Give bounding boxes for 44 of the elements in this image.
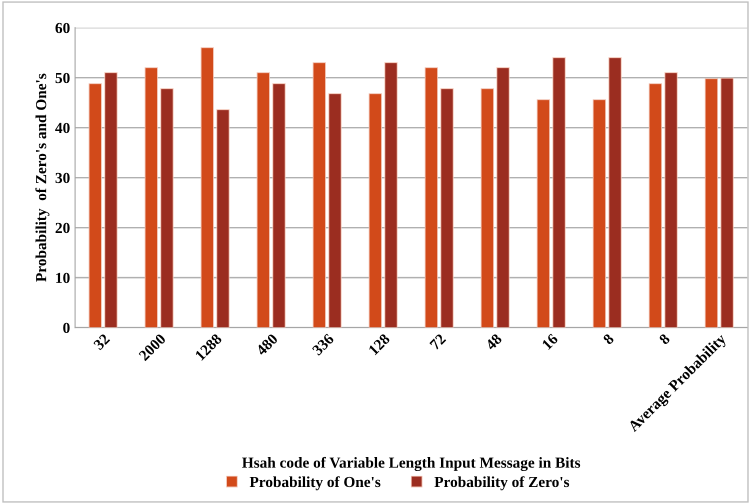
bar [384, 62, 398, 328]
y-tick-label: 40 [55, 122, 70, 134]
bar [160, 88, 174, 328]
bar [328, 93, 342, 328]
bar [312, 62, 326, 328]
bar [144, 67, 158, 328]
y-tick-label: 20 [56, 222, 70, 234]
bar [592, 99, 606, 328]
y-tick-label: 10 [56, 272, 70, 284]
bar [216, 109, 230, 328]
bar [664, 72, 678, 328]
bar [104, 72, 118, 328]
y-tick-label: 30 [56, 172, 70, 184]
bar [536, 99, 550, 328]
bar [720, 78, 734, 328]
x-tick-label: 128 [368, 333, 390, 356]
x-tick-label: 72 [429, 333, 446, 350]
bar [272, 83, 286, 328]
bar [256, 72, 270, 328]
bar [608, 57, 622, 328]
y-tick-label: 0 [63, 322, 70, 334]
bar [424, 67, 438, 328]
x-tick-label: 16 [542, 333, 558, 350]
bar [704, 78, 718, 328]
bar [648, 83, 662, 328]
bar [200, 47, 214, 328]
bar [88, 83, 102, 328]
legend-label: Probability of One's [250, 476, 380, 490]
y-axis-title: Probability of Zero's and One's [35, 74, 50, 282]
x-tick-label: 480 [255, 333, 278, 356]
x-tick-label: 336 [312, 333, 334, 356]
bar [552, 57, 566, 328]
x-tick-label: 48 [484, 333, 502, 351]
legend-label: Probability of Zero's [434, 476, 570, 490]
bar [368, 93, 382, 328]
y-tick-label: 60 [55, 22, 70, 34]
x-tick-label: 32 [93, 333, 110, 350]
bar [480, 88, 494, 328]
x-tick-label: 8 [658, 333, 670, 346]
bar [496, 67, 510, 328]
y-tick-label: 50 [56, 72, 70, 84]
x-axis-title: Hsah code of Variable Length Input Message in Bits [242, 456, 580, 472]
x-tick-label: 8 [602, 333, 614, 346]
bar [440, 88, 454, 328]
